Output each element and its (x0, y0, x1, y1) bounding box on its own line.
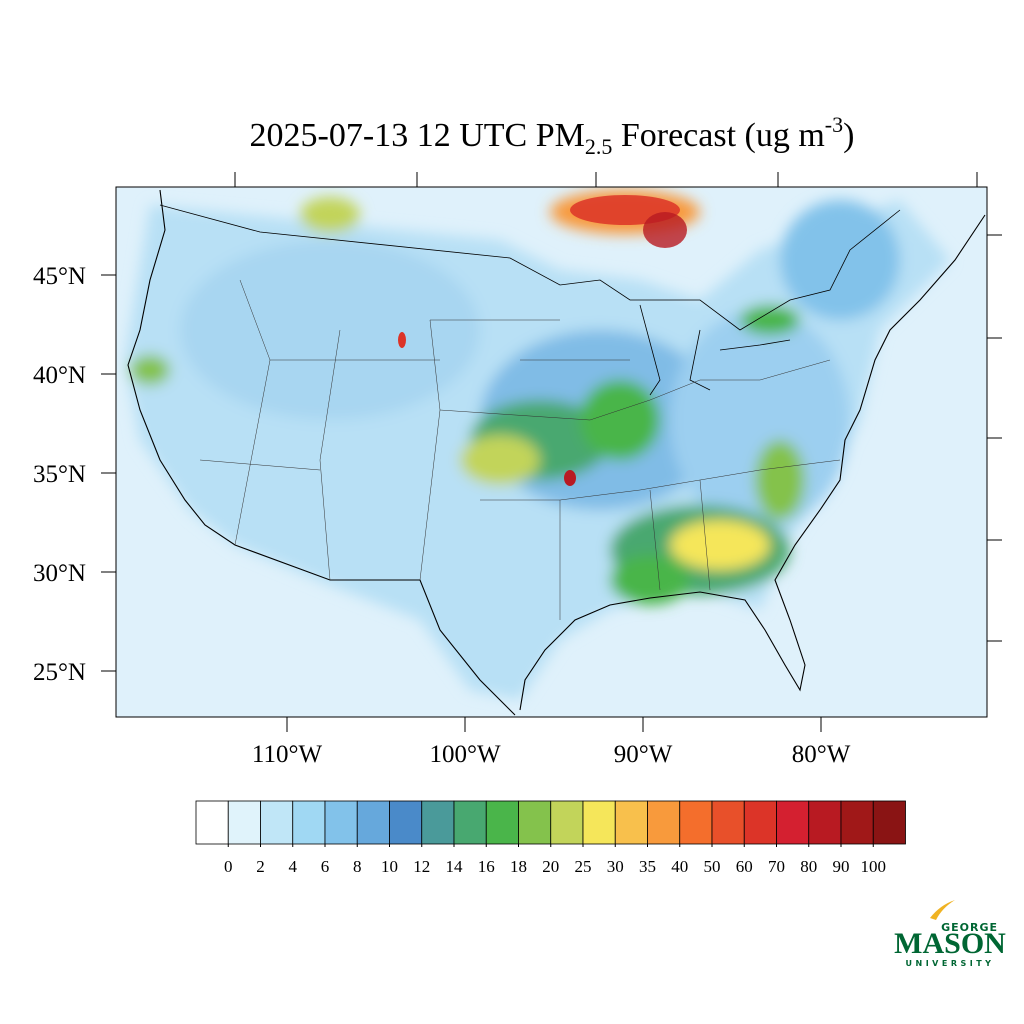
colorbar-label: 4 (289, 857, 298, 876)
colorbar-box (647, 800, 681, 845)
lon-tick-label: 100°W (429, 741, 500, 768)
colorbar-box (679, 800, 713, 845)
colorbar-box (356, 800, 390, 845)
colorbar-label: 50 (704, 857, 721, 876)
title-superscript: -3 (825, 112, 843, 137)
colorbar-box (614, 800, 648, 845)
colorbar-box (518, 800, 552, 845)
logo: GEORGE MASON UNIVERSITY (894, 900, 1006, 968)
lat-tick-label: 30°N (33, 560, 86, 587)
map-field (116, 187, 987, 717)
title-subscript: 2.5 (585, 134, 613, 159)
logo-main: MASON (894, 927, 1006, 960)
colorbar-label: 6 (321, 857, 330, 876)
colorbar-label: 25 (575, 857, 592, 876)
colorbar-label: 20 (542, 857, 559, 876)
hotspot (398, 332, 406, 348)
colorbar-label: 8 (353, 857, 362, 876)
concentration-field (125, 190, 950, 700)
colorbar-label: 100 (861, 857, 887, 876)
colorbar-label: 70 (768, 857, 785, 876)
colorbar-box (550, 800, 584, 845)
colorbar-label: 60 (736, 857, 753, 876)
colorbar-box (776, 800, 810, 845)
hotspot (564, 470, 576, 486)
colorbar-box (808, 800, 842, 845)
title-text: 2025-07-13 12 UTC PM (250, 117, 585, 154)
colorbar-label: 2 (256, 857, 265, 876)
colorbar-box (840, 800, 874, 845)
title-middle: Forecast (ug m (612, 117, 824, 154)
colorbar-label: 90 (833, 857, 850, 876)
colorbar-box (324, 800, 358, 845)
colorbar-label: 30 (607, 857, 624, 876)
colorbar-box (453, 800, 487, 845)
plume (643, 212, 687, 248)
lon-tick-label: 90°W (614, 741, 673, 768)
colorbar-label: 40 (671, 857, 688, 876)
map-frame (115, 186, 988, 718)
logo-top: GEORGE (941, 921, 998, 934)
colorbar-box (711, 800, 745, 845)
colorbar-label: 18 (510, 857, 527, 876)
chart-title: 2025-07-13 12 UTC PM2.5 Forecast (ug m-3… (250, 112, 855, 159)
colorbar-box (872, 800, 906, 845)
colorbar-label: 80 (800, 857, 817, 876)
colorbar-box (389, 800, 423, 845)
colorbar-box (421, 800, 455, 845)
colorbar-label: 35 (639, 857, 656, 876)
lat-tick-label: 40°N (33, 362, 86, 389)
lat-tick-label: 25°N (33, 659, 86, 686)
colorbar-box (227, 800, 261, 845)
colorbar-label: 12 (413, 857, 430, 876)
colorbar-box (260, 800, 294, 845)
colorbar-label: 14 (446, 857, 464, 876)
lat-tick-label: 35°N (33, 461, 86, 488)
colorbar-box (743, 800, 777, 845)
frame-ticks (234, 172, 1002, 642)
colorbar-box (195, 800, 229, 845)
colorbar-box (582, 800, 616, 845)
colorbar-box (292, 800, 326, 845)
coastlines (127, 189, 986, 716)
colorbar-label: 0 (224, 857, 233, 876)
colorbar-label: 16 (478, 857, 495, 876)
logo-bottom: UNIVERSITY (906, 959, 995, 968)
lon-tick-label: 110°W (252, 741, 323, 768)
logo-swoosh (930, 900, 955, 920)
lat-tick-label: 45°N (33, 263, 86, 290)
colorbar-label: 10 (381, 857, 398, 876)
state-borders (199, 279, 841, 620)
title-end: ) (843, 117, 854, 154)
lon-tick-label: 80°W (792, 741, 851, 768)
colorbar-box (485, 800, 519, 845)
